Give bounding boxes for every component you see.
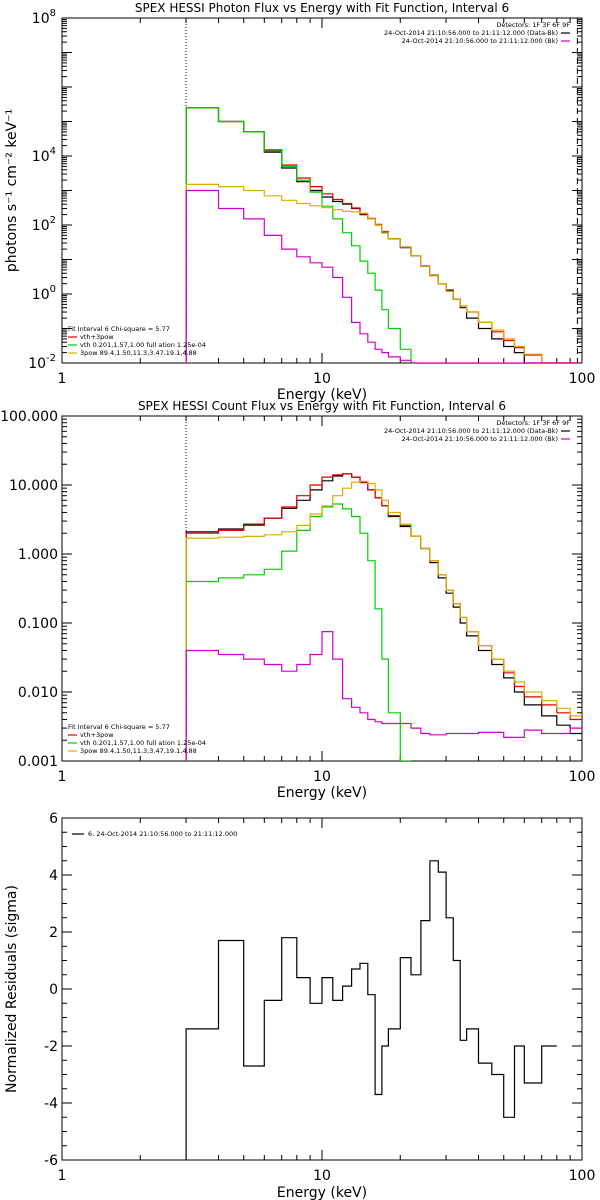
series-line-3 — [185, 503, 411, 761]
y-tick-label: 0 — [49, 982, 58, 998]
y-tick-label: 1.000 — [18, 547, 58, 563]
x-tick-label: 1 — [58, 1168, 67, 1184]
plot-frame — [61, 415, 583, 762]
x-axis-label: Energy (keV) — [277, 387, 367, 403]
legend-entry: vth 0.201,1.57,1.00 full ation 1.25e-04 — [80, 739, 206, 747]
series-line-4 — [185, 183, 582, 363]
y-tick-base: 10 — [32, 11, 50, 27]
series-group — [185, 107, 582, 363]
y-tick-label: -6 — [44, 1153, 58, 1169]
chart-title: SPEX HESSI Count Flux vs Energy with Fit… — [138, 399, 506, 413]
series-line-3 — [185, 107, 421, 363]
y-tick-base: 10 — [32, 149, 50, 165]
x-tick-label: 10 — [313, 1168, 331, 1184]
y-tick-label: 0.001 — [18, 754, 58, 770]
legend-bottom-left: Fit Interval 6 Chi-square = 5.77vth+3pow… — [68, 723, 206, 755]
y-tick-label: -4 — [44, 1096, 58, 1112]
y-tick-base: 10 — [28, 356, 46, 372]
series-line-1 — [185, 473, 582, 761]
series-line-1 — [185, 860, 557, 1160]
x-axis-label: Energy (keV) — [277, 1185, 367, 1200]
y-tick-label: 102 — [32, 215, 56, 234]
y-tick-label: 108 — [32, 8, 56, 27]
series-group — [185, 860, 557, 1160]
y-axis-label: Normalized Residuals (sigma) — [4, 885, 20, 1093]
legend-entry: 24-Oct-2014 21:10:56.000 to 21:11:12.000… — [384, 427, 558, 435]
y-tick-label: 0.010 — [18, 685, 58, 701]
y-tick-label: 10-2 — [28, 353, 56, 372]
legend-entry: 24-Oct-2014 21:10:56.000 to 21:11:12.000… — [402, 435, 558, 443]
series-line-2 — [185, 473, 582, 761]
legend-header: Fit Interval 6 Chi-square = 5.77 — [68, 325, 170, 333]
chart-panel-1: SPEX HESSI Photon Flux vs Energy with Fi… — [4, 1, 595, 403]
y-tick-label: 100 — [32, 284, 56, 303]
x-tick-label: 100 — [569, 371, 596, 387]
x-axis-label: Energy (keV) — [277, 785, 367, 801]
chart-panel-3: Energy (keV) 1 10 100 6 4 2 0 -2 -4 -6 Normalized R… — [4, 811, 595, 1200]
series-line-5 — [185, 631, 582, 761]
legend-entry: 3pow 89.4,1.50,11.3,3.47,19.1,4.88 — [80, 349, 197, 357]
x-tick-label: 10 — [313, 371, 331, 387]
legend-bottom-left: Fit Interval 6 Chi-square = 5.77vth+3pow… — [68, 325, 206, 357]
legend-top-left: 6. 24-Oct-2014 21:10:56.000 to 21:11:12.… — [72, 830, 237, 838]
legend-entry: vth+3pow — [80, 333, 114, 341]
y-tick-label: 104 — [32, 146, 56, 165]
legend-entry: 3pow 89.4,1.50,11.3,3.47,19.1,4.88 — [80, 747, 197, 755]
legend-header: Detectors: 1F 3F 6F 9F — [496, 419, 570, 427]
y-tick-base: 10 — [32, 218, 50, 234]
y-tick-label: -2 — [44, 1039, 58, 1055]
y-tick-exponent: -2 — [46, 353, 56, 364]
series-group — [185, 473, 582, 761]
series-line-1 — [185, 107, 582, 363]
chart-panel-2: SPEX HESSI Count Flux vs Energy with Fit… — [0, 399, 595, 801]
legend-entry: 6. 24-Oct-2014 21:10:56.000 to 21:11:12.… — [88, 830, 237, 838]
y-tick-exponent: 0 — [50, 284, 56, 295]
y-tick-label: 0.100 — [18, 616, 58, 632]
legend-entry: vth 0.201,1.57,1.00 full ation 1.25e-04 — [80, 341, 206, 349]
y-tick-exponent: 8 — [50, 8, 56, 19]
y-tick-exponent: 4 — [50, 146, 56, 157]
legend-header: Detectors: 1F 3F 6F 9F — [496, 21, 570, 29]
series-line-5 — [185, 189, 582, 363]
y-tick-label: 10.000 — [9, 478, 58, 494]
y-tick-label: 6 — [49, 811, 58, 827]
legend-header: Fit Interval 6 Chi-square = 5.77 — [68, 723, 170, 731]
y-tick-base: 10 — [32, 287, 50, 303]
series-line-2 — [185, 107, 582, 363]
x-tick-label: 1 — [58, 769, 67, 785]
legend-entry: vth+3pow — [80, 731, 114, 739]
y-axis-label: photons s⁻¹ cm⁻² keV⁻¹ — [4, 109, 20, 272]
x-tick-label: 100 — [569, 1168, 596, 1184]
y-tick-exponent: 2 — [50, 215, 56, 226]
x-tick-label: 10 — [313, 769, 331, 785]
y-tick-label: 100.000 — [0, 409, 58, 425]
x-tick-label: 100 — [569, 769, 596, 785]
y-tick-label: 2 — [49, 925, 58, 941]
x-tick-label: 1 — [58, 371, 67, 387]
series-line-4 — [185, 480, 582, 761]
legend-entry: 24-Oct-2014 21:10:56.000 to 21:11:12.000… — [384, 29, 558, 37]
y-tick-label: 4 — [49, 868, 58, 884]
legend-entry: 24-Oct-2014 21:10:56.000 to 21:11:12.000… — [402, 37, 558, 45]
chart-title: SPEX HESSI Photon Flux vs Energy with Fi… — [135, 1, 509, 15]
